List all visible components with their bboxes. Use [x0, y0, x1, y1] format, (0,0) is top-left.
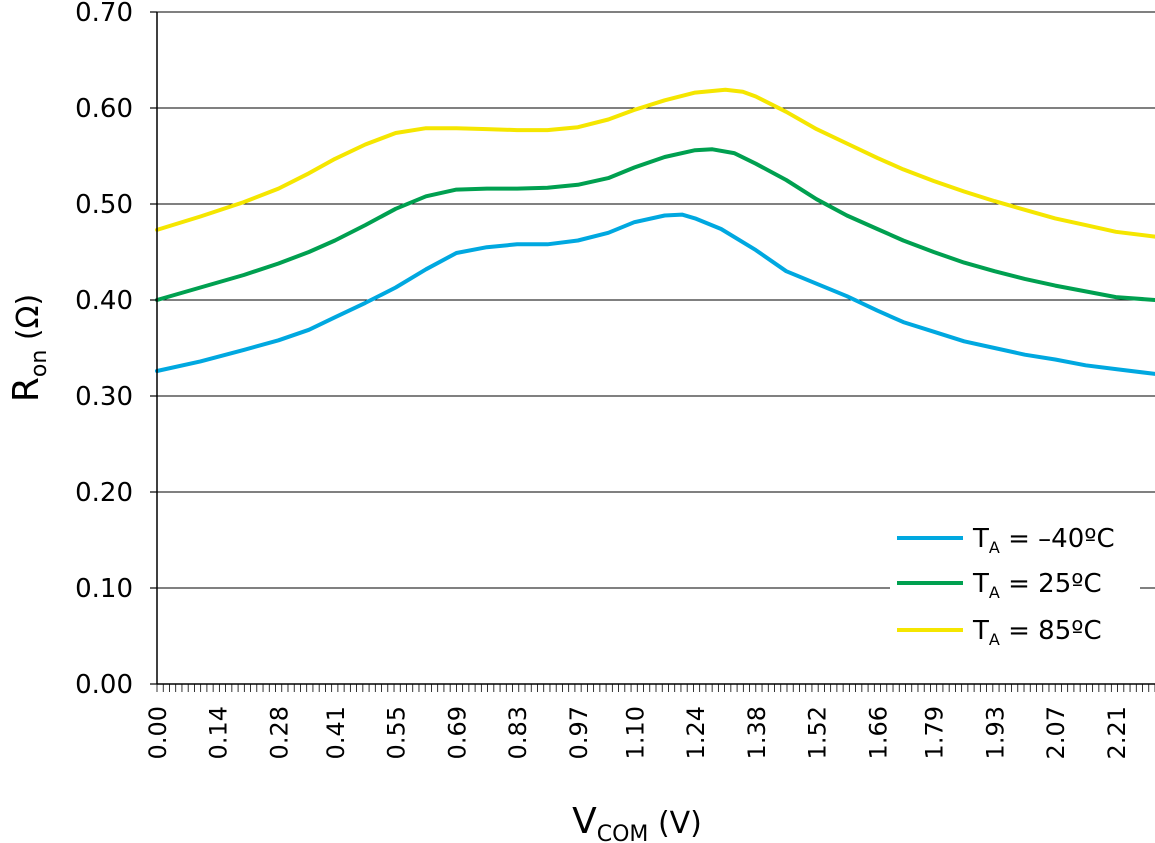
y-tick-label-7: 0.70 [75, 0, 133, 28]
x-tick-labels: 0.00 0.14 0.28 0.41 0.55 0.69 0.83 0.97 1.10 1.24… [144, 706, 1131, 759]
x-tick-label-13: 1.79 [921, 706, 949, 759]
x-axis-title-sub: COM [597, 822, 649, 843]
x-axis-title: VCOM (V) [572, 801, 702, 843]
legend-label-room: TA = 25ºC [972, 569, 1102, 602]
x-tick-label-6: 0.83 [504, 706, 532, 759]
y-tick-label-5: 0.50 [75, 190, 133, 220]
legend: TA = –40ºC TA = 25ºC TA = 85ºC [890, 518, 1140, 658]
legend-background [890, 518, 1140, 658]
y-tick-label-3: 0.30 [75, 382, 133, 412]
x-tick-label-2: 0.28 [265, 706, 293, 759]
y-tick-labels: 0.00 0.10 0.20 0.30 0.40 0.50 0.60 0.70 [75, 0, 133, 700]
x-tick-label-4: 0.55 [383, 706, 411, 759]
x-tick-label-7: 0.97 [565, 706, 593, 759]
legend-label-cold: TA = –40ºC [972, 524, 1115, 557]
series-line-1 [155, 147, 1155, 302]
y-tick-label-4: 0.40 [75, 286, 133, 316]
series-layer [155, 87, 1155, 376]
y-tick-label-1: 0.10 [75, 574, 133, 604]
x-tick-label-9: 1.24 [682, 706, 710, 759]
x-axis-title-unit: (V) [648, 806, 701, 841]
y-tick-label-0: 0.00 [75, 670, 133, 700]
x-tick-label-11: 1.52 [804, 706, 832, 759]
x-tick-label-14: 1.93 [981, 706, 1009, 759]
x-tick-label-10: 1.38 [743, 706, 771, 759]
y-axis-title-sub: on [27, 350, 52, 377]
x-tick-label-16: 2.21 [1103, 706, 1131, 759]
y-axis-title: Ron (Ω) [6, 294, 52, 402]
x-tick-label-8: 1.10 [621, 706, 649, 759]
x-tick-label-0: 0.00 [144, 706, 172, 759]
x-tick-label-5: 0.69 [443, 706, 471, 759]
x-tick-label-15: 2.07 [1042, 706, 1070, 759]
series-line-2 [155, 87, 1155, 239]
y-tick-label-6: 0.60 [75, 94, 133, 124]
x-axis-title-main: V [572, 801, 597, 842]
y-axis-title-unit: (Ω) [11, 294, 46, 350]
x-tick-label-3: 0.41 [322, 706, 350, 759]
x-tick-label-12: 1.66 [864, 706, 892, 759]
x-tick-label-1: 0.14 [205, 706, 233, 759]
y-axis-title-main: R [6, 377, 47, 402]
axes [150, 11, 1155, 692]
y-tick-label-2: 0.20 [75, 478, 133, 508]
legend-label-hot: TA = 85ºC [972, 616, 1102, 649]
gridlines [157, 11, 1155, 589]
series-line-0 [155, 212, 1155, 376]
